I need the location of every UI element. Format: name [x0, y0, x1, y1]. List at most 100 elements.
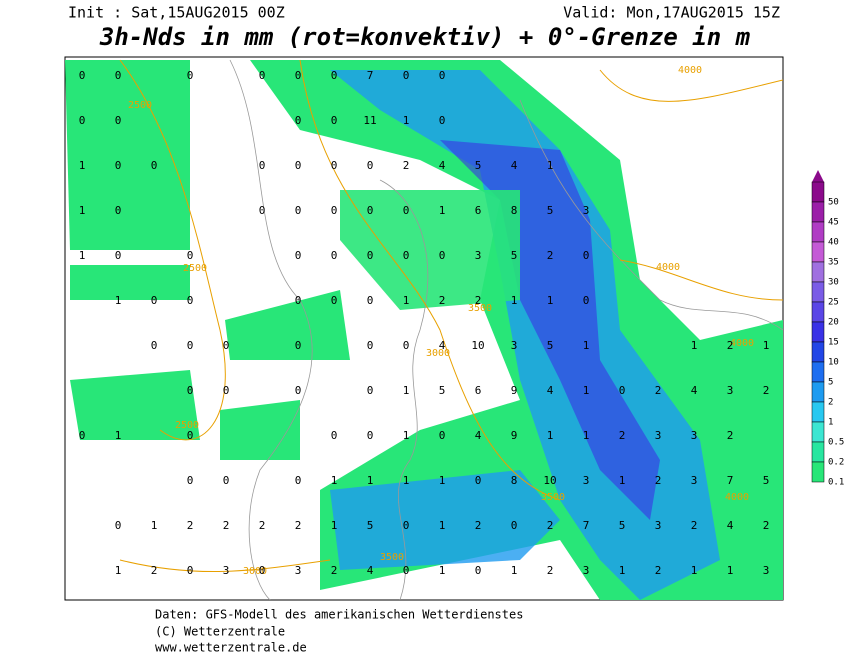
grid-value: 0: [295, 339, 302, 352]
grid-value: 0: [187, 474, 194, 487]
area: [225, 290, 350, 360]
grid-value: 0: [259, 564, 266, 577]
legend-arrow: [812, 170, 824, 182]
grid-value: 7: [727, 474, 734, 487]
grid-value: 0: [403, 69, 410, 82]
grid-value: 4: [439, 159, 446, 172]
grid-value: 2: [655, 474, 662, 487]
legend-swatch: [811, 221, 825, 243]
grid-value: 0: [259, 159, 266, 172]
contour-label: 4000: [730, 338, 754, 349]
grid-value: 0: [439, 249, 446, 262]
grid-value: 1: [691, 564, 698, 577]
grid-value: 3: [511, 339, 518, 352]
grid-value: 0: [403, 564, 410, 577]
contour-label: 3000: [426, 348, 450, 359]
grid-value: 6: [475, 204, 482, 217]
grid-value: 1: [367, 474, 374, 487]
grid-value: 4: [727, 519, 734, 532]
legend-label: 15: [828, 338, 839, 348]
grid-value: 0: [439, 114, 446, 127]
grid-value: 1: [79, 204, 86, 217]
grid-value: 0: [187, 249, 194, 262]
footer-source: Daten: GFS-Modell des amerikanischen Wet…: [155, 608, 523, 622]
grid-value: 0: [115, 204, 122, 217]
grid-value: 1: [439, 564, 446, 577]
grid-value: 0: [187, 69, 194, 82]
legend-swatch: [811, 281, 825, 303]
legend-swatch: [811, 361, 825, 383]
grid-value: 1: [583, 339, 590, 352]
grid-value: 2: [763, 519, 770, 532]
grid-value: 0: [367, 429, 374, 442]
legend-swatch: [811, 441, 825, 463]
legend: 50 45 40 35 30 25 20 15 10 5 2 1 0.5 0.2 0.1: [811, 170, 844, 488]
grid-value: 11: [363, 114, 376, 127]
init-time: Init : Sat,15AUG2015 00Z: [68, 4, 285, 22]
grid-value: 2: [331, 564, 338, 577]
grid-value: 0: [367, 249, 374, 262]
grid-value: 0: [475, 474, 482, 487]
grid-value: 2: [151, 564, 158, 577]
grid-value: 0: [331, 294, 338, 307]
grid-value: 3: [763, 564, 770, 577]
coast: [229, 59, 313, 600]
grid-value: 7: [583, 519, 590, 532]
grid-value: 1: [331, 519, 338, 532]
grid-value: 0: [151, 339, 158, 352]
area: [220, 400, 300, 460]
grid-value: 2: [547, 564, 554, 577]
precip-areas: [65, 60, 783, 600]
contour-label: 3500: [541, 492, 565, 503]
grid-value: 1: [583, 429, 590, 442]
grid-value: 1: [547, 429, 554, 442]
grid-value: 1: [79, 249, 86, 262]
contour-label: 4000: [656, 262, 680, 273]
grid-value: 3: [583, 204, 590, 217]
grid-value: 0: [403, 339, 410, 352]
grid-value: 1: [547, 294, 554, 307]
grid-value: 0: [331, 114, 338, 127]
legend-swatch: [811, 301, 825, 323]
grid-value: 2: [295, 519, 302, 532]
grid-value: 1: [403, 429, 410, 442]
area: [70, 265, 190, 300]
grid-value: 0: [439, 69, 446, 82]
grid-value: 0: [511, 519, 518, 532]
grid-value: 0: [187, 294, 194, 307]
grid-value: 3: [655, 429, 662, 442]
grid-value: 0: [187, 429, 194, 442]
grid-value: 0: [331, 429, 338, 442]
grid-value: 0: [115, 159, 122, 172]
grid-value: 4: [547, 384, 554, 397]
grid-value: 2: [547, 519, 554, 532]
grid-value: 0: [367, 384, 374, 397]
contour: [619, 259, 783, 301]
grid-value: 1: [403, 384, 410, 397]
grid-value: 0: [187, 339, 194, 352]
grid-value: 0: [295, 204, 302, 217]
grid-value: 2: [475, 294, 482, 307]
grid-value: 5: [475, 159, 482, 172]
legend-swatch: [811, 181, 825, 203]
grid-value: 3: [727, 384, 734, 397]
border: [519, 99, 783, 331]
legend-label: 1: [828, 418, 833, 428]
contour-label: 2500: [175, 420, 199, 431]
valid-time: Valid: Mon,17AUG2015 15Z: [563, 4, 780, 22]
grid-value: 0: [403, 249, 410, 262]
grid-value: 0: [259, 69, 266, 82]
legend-swatch: [811, 201, 825, 223]
legend-swatch: [811, 341, 825, 363]
grid-value: 1: [439, 204, 446, 217]
grid-value: 0: [259, 204, 266, 217]
grid-value: 1: [619, 564, 626, 577]
grid-value: 1: [331, 474, 338, 487]
grid-value: 0: [331, 69, 338, 82]
grid-value: 1: [115, 564, 122, 577]
grid-value: 1: [115, 429, 122, 442]
grid-value: 3: [583, 564, 590, 577]
map-title: 3h-Nds in mm (rot=konvektiv) + 0°-Grenze…: [99, 23, 751, 51]
grid-value: 4: [511, 159, 518, 172]
